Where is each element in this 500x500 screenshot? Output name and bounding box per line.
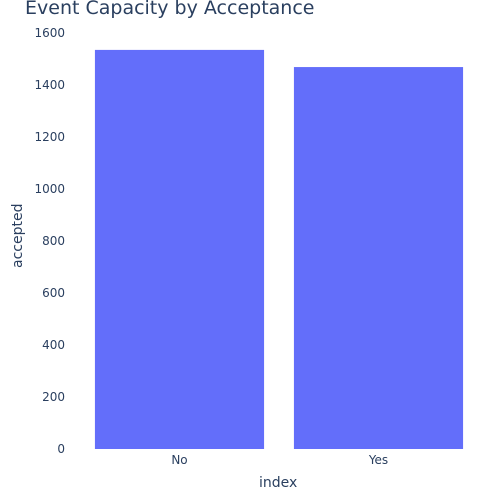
y-tick-label: 1000 [34, 182, 65, 196]
x-tick-labels: No Yes [171, 453, 388, 467]
y-tick-label: 1400 [34, 78, 65, 92]
y-tick-label: 800 [42, 234, 65, 248]
y-tick-label: 600 [42, 286, 65, 300]
y-tick-label: 1200 [34, 130, 65, 144]
y-tick-label: 1600 [34, 26, 65, 40]
bar-yes [293, 67, 464, 449]
y-axis-label: accepted [10, 203, 26, 268]
x-tick-label-no: No [171, 453, 187, 467]
bars-layer [94, 49, 464, 450]
y-tick-labels: 0 200 400 600 800 1000 1200 1400 1600 [34, 26, 65, 456]
chart-title: Event Capacity by Acceptance [25, 0, 315, 19]
y-tick-label: 0 [57, 442, 65, 456]
bar-no [94, 49, 265, 450]
y-tick-label: 400 [42, 338, 65, 352]
x-tick-label-yes: Yes [368, 453, 388, 467]
y-tick-label: 200 [42, 390, 65, 404]
x-axis-label: index [259, 475, 298, 491]
